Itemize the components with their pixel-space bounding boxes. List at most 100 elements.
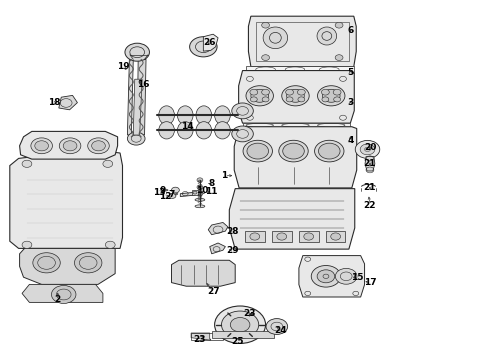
Ellipse shape	[297, 89, 305, 95]
Text: 6: 6	[347, 26, 353, 35]
Bar	[246, 66, 354, 73]
Polygon shape	[127, 59, 133, 135]
Ellipse shape	[317, 27, 337, 45]
Polygon shape	[59, 95, 77, 110]
Ellipse shape	[232, 126, 253, 142]
Polygon shape	[239, 71, 354, 123]
Ellipse shape	[279, 140, 308, 162]
Ellipse shape	[196, 106, 212, 125]
Text: 28: 28	[226, 227, 239, 236]
Text: 1: 1	[221, 171, 227, 180]
Ellipse shape	[103, 160, 113, 167]
Ellipse shape	[22, 241, 32, 248]
Ellipse shape	[322, 89, 340, 102]
Bar	[245, 231, 265, 242]
Text: 17: 17	[364, 278, 376, 287]
Bar	[191, 333, 223, 340]
Ellipse shape	[355, 140, 380, 158]
Text: 11: 11	[205, 187, 218, 196]
Bar	[326, 231, 345, 242]
Text: 16: 16	[137, 80, 149, 89]
Ellipse shape	[315, 140, 344, 162]
Ellipse shape	[33, 253, 60, 273]
Text: 10: 10	[196, 186, 208, 195]
Ellipse shape	[250, 97, 257, 102]
Ellipse shape	[282, 86, 309, 106]
Ellipse shape	[322, 97, 329, 102]
Ellipse shape	[298, 97, 305, 102]
Text: 20: 20	[364, 143, 376, 152]
Text: 19: 19	[117, 62, 130, 71]
Ellipse shape	[304, 233, 314, 240]
Ellipse shape	[262, 22, 270, 28]
Ellipse shape	[198, 194, 201, 196]
Polygon shape	[208, 222, 228, 235]
Ellipse shape	[263, 27, 288, 49]
Ellipse shape	[286, 89, 294, 95]
Ellipse shape	[250, 233, 260, 240]
Ellipse shape	[195, 198, 205, 201]
Polygon shape	[20, 248, 115, 284]
Polygon shape	[20, 131, 118, 159]
Ellipse shape	[177, 122, 193, 139]
Ellipse shape	[331, 233, 341, 240]
Text: 2: 2	[55, 295, 61, 304]
Polygon shape	[365, 157, 375, 171]
Ellipse shape	[250, 89, 258, 95]
Polygon shape	[191, 333, 211, 340]
Bar	[192, 190, 198, 195]
Ellipse shape	[336, 269, 357, 284]
Ellipse shape	[193, 191, 197, 194]
Ellipse shape	[22, 160, 32, 167]
Ellipse shape	[127, 132, 145, 145]
Ellipse shape	[230, 318, 250, 332]
Polygon shape	[22, 284, 103, 302]
Ellipse shape	[360, 144, 375, 155]
Polygon shape	[229, 189, 355, 249]
Ellipse shape	[177, 106, 193, 125]
Bar	[243, 123, 350, 128]
Ellipse shape	[88, 138, 109, 154]
Ellipse shape	[243, 140, 272, 162]
Text: 8: 8	[209, 179, 215, 188]
Polygon shape	[172, 260, 235, 286]
Polygon shape	[137, 59, 146, 135]
Ellipse shape	[246, 86, 273, 106]
Ellipse shape	[125, 43, 149, 61]
Ellipse shape	[59, 138, 81, 154]
Polygon shape	[180, 192, 195, 197]
Ellipse shape	[92, 141, 105, 151]
Text: 5: 5	[347, 68, 353, 77]
Ellipse shape	[63, 141, 77, 151]
Ellipse shape	[51, 285, 76, 303]
Text: 21: 21	[364, 184, 376, 193]
Ellipse shape	[159, 106, 174, 125]
Ellipse shape	[247, 143, 269, 159]
Text: 14: 14	[181, 122, 194, 131]
Text: 18: 18	[48, 98, 60, 107]
Ellipse shape	[365, 147, 370, 152]
Ellipse shape	[262, 89, 270, 95]
Polygon shape	[10, 151, 122, 248]
Ellipse shape	[190, 37, 217, 57]
Text: 27: 27	[207, 287, 220, 296]
Text: 13: 13	[153, 188, 166, 197]
Text: 21: 21	[364, 159, 376, 168]
Text: 22: 22	[364, 201, 376, 210]
Ellipse shape	[198, 180, 201, 182]
Ellipse shape	[196, 122, 212, 139]
Ellipse shape	[169, 193, 176, 198]
Ellipse shape	[159, 122, 174, 139]
Polygon shape	[212, 331, 274, 338]
Ellipse shape	[333, 89, 341, 95]
Ellipse shape	[287, 89, 304, 102]
Text: 12: 12	[159, 192, 172, 201]
Ellipse shape	[317, 270, 335, 283]
Text: 26: 26	[203, 38, 216, 47]
Text: 24: 24	[274, 325, 287, 335]
Ellipse shape	[215, 106, 230, 125]
Ellipse shape	[335, 22, 343, 28]
Text: 9: 9	[159, 186, 166, 195]
Ellipse shape	[311, 266, 341, 287]
Polygon shape	[133, 79, 142, 135]
